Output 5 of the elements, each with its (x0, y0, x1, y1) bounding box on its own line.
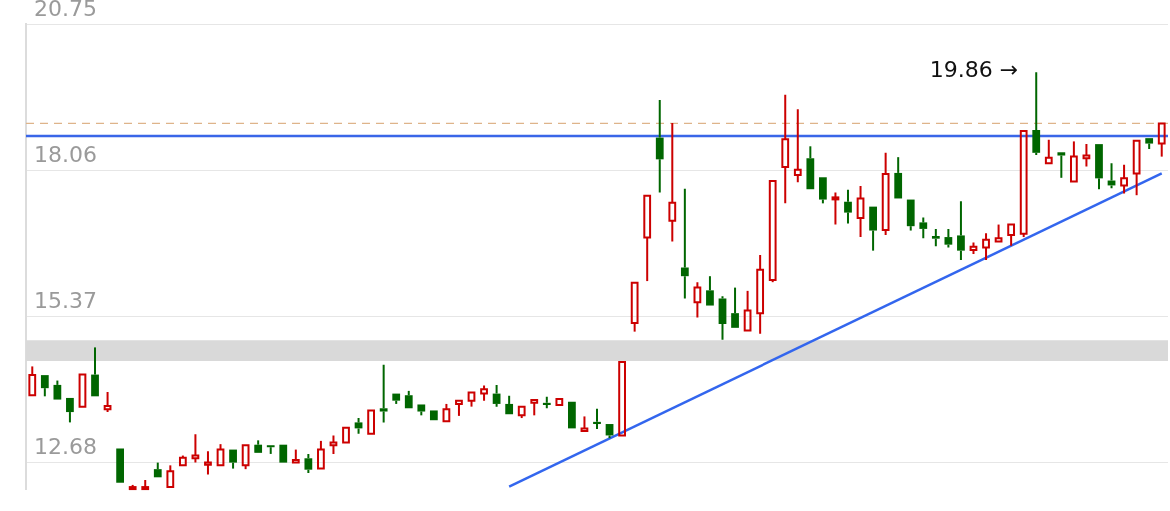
y-tick-label: 18.06 (34, 141, 97, 167)
y-tick-label: 12.68 (34, 434, 97, 460)
annotation: 19.86 → (929, 57, 1019, 83)
y-tick-label: 20.75 (34, 0, 97, 21)
y-tick-label: 15.37 (34, 288, 97, 314)
